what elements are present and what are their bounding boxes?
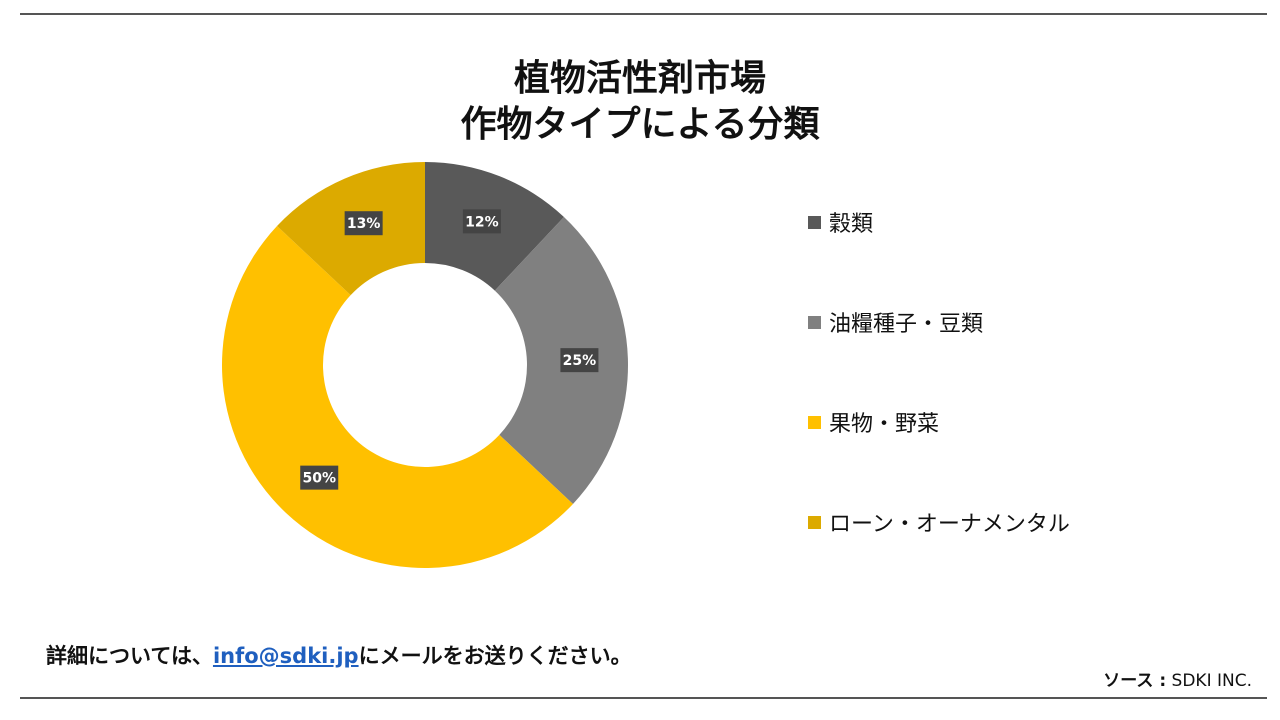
bottom-rule: [20, 697, 1267, 699]
legend-swatch: [808, 215, 821, 229]
contact-text: 詳細については、info@sdki.jpにメールをお送りください。: [46, 640, 632, 670]
legend-label: ローン・オーナメンタル: [829, 512, 1070, 537]
legend-item-oilseeds-pulses: 油糧種子・豆類: [808, 306, 983, 338]
legend-label: 果物・野菜: [829, 412, 940, 437]
legend-swatch: [808, 515, 821, 529]
data-label-fruits-vegetables: 50%: [300, 465, 339, 490]
source-value: SDKI INC.: [1171, 671, 1252, 691]
svg-text:50%: 50%: [302, 471, 336, 487]
chart-title-line2: 作物タイプによる分類: [460, 104, 820, 145]
legend-label: 穀類: [829, 212, 874, 237]
contact-prefix: 詳細については、: [46, 644, 213, 668]
data-label-turf-ornamentals: 13%: [344, 211, 383, 236]
contact-suffix: にメールをお送りください。: [358, 644, 632, 668]
legend-item-turf-ornamentals: ローン・オーナメンタル: [808, 506, 1070, 538]
svg-text:25%: 25%: [563, 353, 597, 369]
legend-item-cereals: 穀類: [808, 206, 873, 238]
contact-email-link[interactable]: info@sdki.jp: [212, 644, 359, 668]
data-label-cereals: 12%: [462, 209, 501, 234]
svg-text:13%: 13%: [347, 216, 381, 232]
top-rule: [20, 13, 1267, 15]
legend-swatch: [808, 315, 821, 329]
donut-chart: 12% 25% 50% 13%: [222, 162, 628, 569]
legend-label: 油糧種子・豆類: [829, 312, 984, 337]
source-label: ソース :: [1103, 671, 1167, 691]
legend-item-fruits-vegetables: 果物・野菜: [808, 406, 939, 438]
svg-text:12%: 12%: [465, 214, 499, 230]
chart-title: 植物活性剤市場 作物タイプによる分類: [0, 56, 1280, 148]
source-credit: ソース : SDKI INC.: [1103, 666, 1252, 691]
chart-title-line1: 植物活性剤市場: [513, 58, 766, 99]
data-label-oilseeds-pulses: 25%: [560, 348, 599, 373]
legend-swatch: [808, 415, 821, 429]
